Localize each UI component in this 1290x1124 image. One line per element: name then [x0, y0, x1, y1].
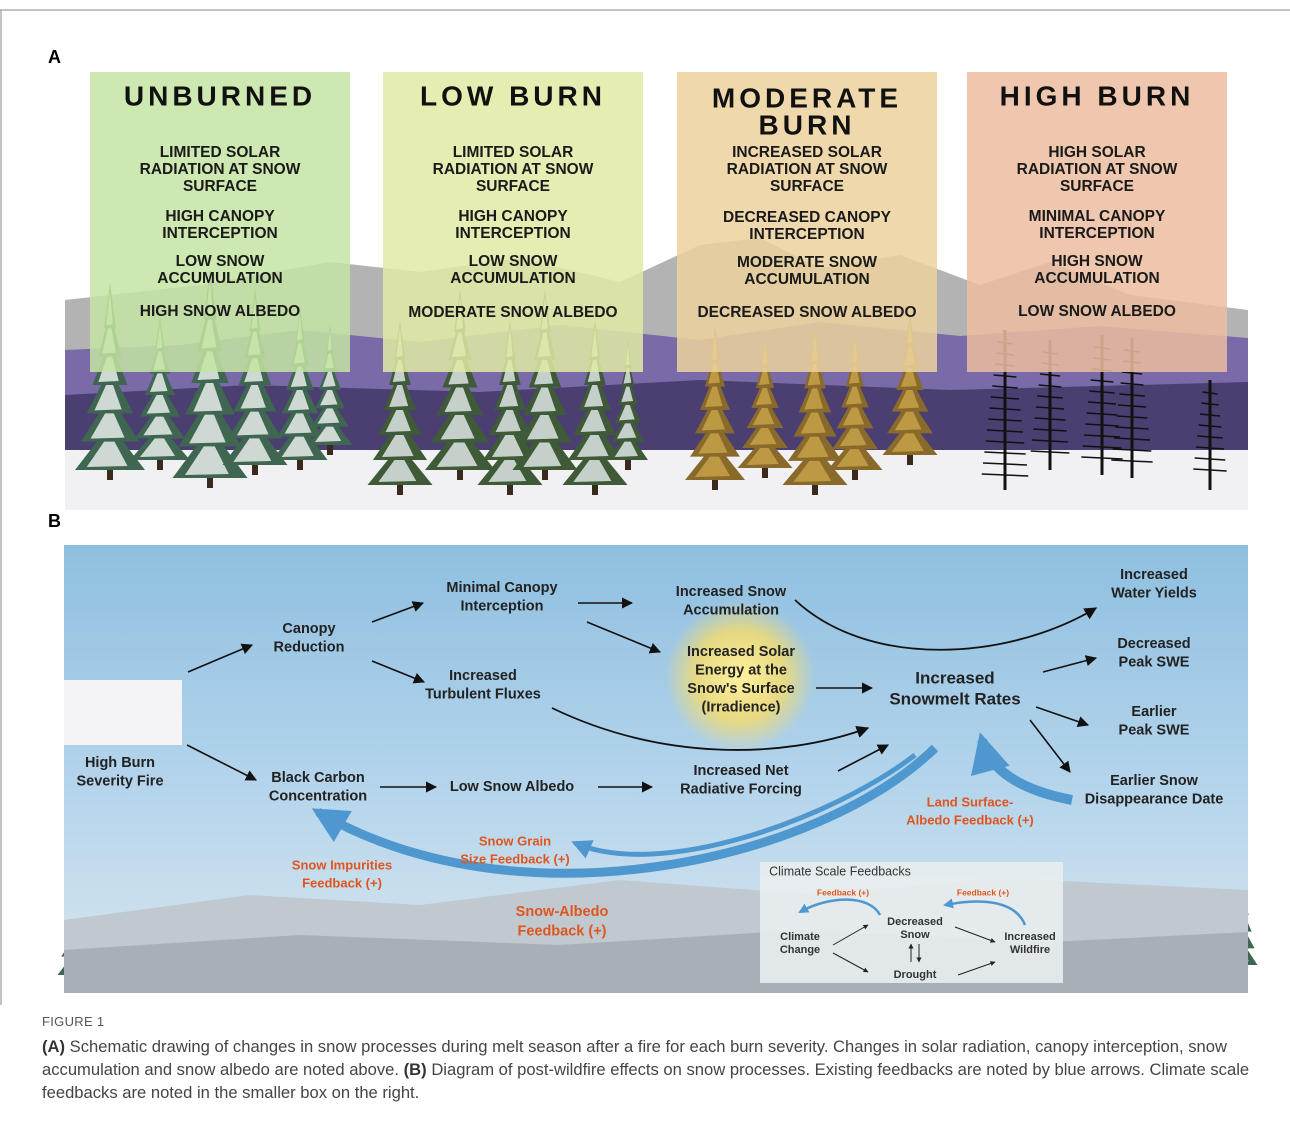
- column-title: UNBURNED: [124, 80, 316, 111]
- column-item: ACCUMULATION: [157, 270, 282, 287]
- climate-feedback: Feedback (+): [957, 887, 1009, 897]
- column-item: LIMITED SOLAR: [453, 144, 574, 161]
- panel-b-background: [64, 545, 1248, 993]
- column-title: BURN: [759, 109, 856, 140]
- node-label: Reduction: [274, 639, 345, 655]
- column-item: HIGH SNOW: [1051, 253, 1143, 270]
- column-item: SURFACE: [770, 178, 844, 195]
- node-label: Increased: [1120, 567, 1188, 583]
- column-item: HIGH SOLAR: [1048, 144, 1145, 161]
- column-title: LOW BURN: [420, 80, 606, 111]
- column-item: HIGH CANOPY: [165, 208, 275, 225]
- node-label: Snow's Surface: [687, 681, 794, 697]
- climate-node: Drought: [894, 969, 937, 981]
- feedback-label: Feedback (+): [517, 923, 606, 939]
- feedback-label: Snow Grain: [479, 833, 551, 848]
- node-label: Disappearance Date: [1085, 791, 1224, 807]
- node-label: Earlier Snow: [1110, 773, 1199, 789]
- caption-label: FIGURE 1: [42, 1014, 1267, 1029]
- column-title: HIGH BURN: [1000, 80, 1195, 111]
- caption: FIGURE 1 (A) Schematic drawing of change…: [42, 1014, 1267, 1104]
- climate-node: Snow: [900, 929, 930, 941]
- node-label: Interception: [461, 598, 544, 614]
- node-label: Black Carbon: [271, 770, 364, 786]
- figure: UNBURNEDLIMITED SOLARRADIATION AT SNOWSU…: [0, 0, 1290, 1005]
- node-label: Canopy: [282, 621, 335, 637]
- node-label: Increased Solar: [687, 644, 795, 660]
- column-item: INTERCEPTION: [162, 225, 277, 242]
- node-label: Peak SWE: [1119, 722, 1190, 738]
- feedback-label: Size Feedback (+): [460, 851, 569, 866]
- column-item: INTERCEPTION: [1039, 225, 1154, 242]
- climate-node: Climate: [780, 931, 820, 943]
- panel-label: B: [48, 511, 61, 531]
- column-item: RADIATION AT SNOW: [727, 161, 888, 178]
- column-item: INTERCEPTION: [749, 226, 864, 243]
- climate-node: Decreased: [887, 916, 943, 928]
- climate-feedback: Feedback (+): [817, 887, 869, 897]
- node-label: Decreased: [1117, 636, 1190, 652]
- node-label: Low Snow Albedo: [450, 779, 574, 795]
- column-item: ACCUMULATION: [1034, 270, 1159, 287]
- node-label: Severity Fire: [76, 773, 163, 789]
- node-label: High Burn: [85, 755, 155, 771]
- column-item: INCREASED SOLAR: [732, 144, 882, 161]
- column-item: ACCUMULATION: [744, 271, 869, 288]
- node-label: Water Yields: [1111, 585, 1197, 601]
- node-label: Earlier: [1131, 704, 1176, 720]
- column-item: MINIMAL CANOPY: [1029, 208, 1166, 225]
- feedback-label: Snow Impurities: [292, 857, 392, 872]
- node-label: Radiative Forcing: [680, 781, 802, 797]
- column-item: DECREASED SNOW ALBEDO: [697, 304, 916, 321]
- column-item: RADIATION AT SNOW: [433, 161, 594, 178]
- caption-text: (A) Schematic drawing of changes in snow…: [42, 1035, 1267, 1104]
- node-label: (Irradience): [702, 699, 781, 715]
- node-label: Increased: [449, 668, 517, 684]
- node-label: Peak SWE: [1119, 654, 1190, 670]
- column-item: LOW SNOW: [176, 253, 265, 270]
- node-label: Increased: [915, 668, 994, 687]
- node-label: Energy at the: [695, 662, 787, 678]
- column-item: RADIATION AT SNOW: [1017, 161, 1178, 178]
- node-label: Increased Net: [693, 763, 788, 779]
- column-item: HIGH SNOW ALBEDO: [140, 303, 300, 320]
- column-item: LIMITED SOLAR: [160, 144, 281, 161]
- column-item: LOW SNOW: [469, 253, 558, 270]
- column-item: RADIATION AT SNOW: [140, 161, 301, 178]
- column-item: SURFACE: [1060, 178, 1134, 195]
- feedback-label: Albedo Feedback (+): [906, 812, 1034, 827]
- climate-node: Change: [780, 944, 820, 956]
- column-item: ACCUMULATION: [450, 270, 575, 287]
- page: Figure 1 { "panel_a": { "label": "A", "c…: [0, 0, 1290, 1124]
- page-body: UNBURNEDLIMITED SOLARRADIATION AT SNOWSU…: [0, 0, 1290, 1124]
- column-item: HIGH CANOPY: [458, 208, 568, 225]
- feedback-label: Land Surface-: [927, 794, 1014, 809]
- climate-node: Increased: [1004, 931, 1055, 943]
- climate-node: Wildfire: [1010, 944, 1050, 956]
- column-item: SURFACE: [476, 178, 550, 195]
- node-label: Increased Snow: [676, 584, 787, 600]
- node-label: Concentration: [269, 788, 367, 804]
- node-label: Turbulent Fluxes: [425, 686, 541, 702]
- node-label: Snowmelt Rates: [889, 689, 1020, 708]
- node-label: Minimal Canopy: [446, 580, 557, 596]
- feedback-label: Snow-Albedo: [516, 904, 609, 920]
- node-label: Accumulation: [683, 602, 779, 618]
- climate-box-title: Climate Scale Feedbacks: [769, 864, 911, 878]
- column-item: LOW SNOW ALBEDO: [1018, 303, 1176, 320]
- column-item: SURFACE: [183, 178, 257, 195]
- panel-label: A: [48, 47, 61, 67]
- column-item: MODERATE SNOW: [737, 254, 877, 271]
- column-item: DECREASED CANOPY: [723, 209, 892, 226]
- feedback-label: Feedback (+): [302, 875, 382, 890]
- column-item: INTERCEPTION: [455, 225, 570, 242]
- caption-tag: (A): [42, 1037, 65, 1056]
- caption-tag: (B): [404, 1060, 427, 1079]
- column-item: MODERATE SNOW ALBEDO: [408, 304, 617, 321]
